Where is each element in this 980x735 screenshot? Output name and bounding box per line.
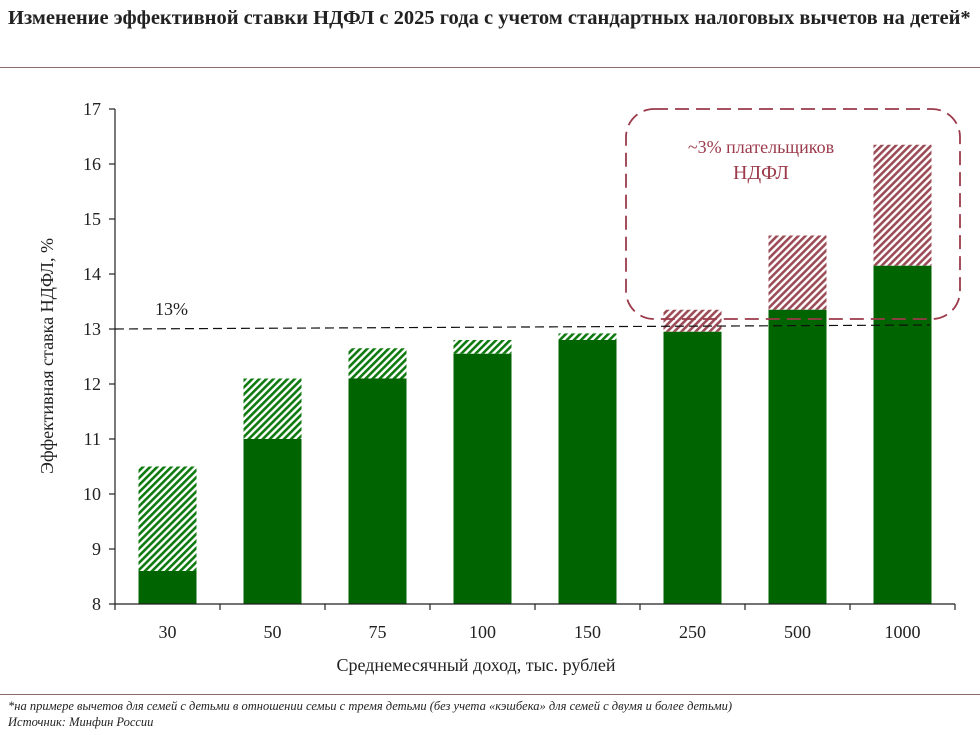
bar-base-30 [138,571,197,604]
x-axis: 30 50 75 100 150 250 500 1000 [114,603,956,642]
bar-increment-75 [348,348,407,379]
y-tick-label-12: 12 [83,374,101,394]
reference-line-13 [114,324,931,330]
x-tick-label-75: 75 [369,622,387,642]
bar-base-150 [558,340,617,604]
bars-group [138,144,932,604]
footer-divider [0,694,980,695]
title-divider [0,67,980,68]
x-tick-label-50: 50 [264,622,282,642]
source-note: Источник: Минфин России [8,715,154,729]
x-tick-label-1000: 1000 [885,622,921,642]
y-tick-label-16: 16 [83,154,101,174]
bar-increment-50 [243,378,302,439]
y-tick-label-10: 10 [83,484,101,504]
x-axis-title: Среднемесячный доход, тыс. рублей [337,655,616,675]
y-tick-label-8: 8 [92,594,101,614]
bar-base-75 [348,378,407,604]
footnote: *на примере вычетов для семей с детьми в… [8,699,733,713]
bar-increment-500 [768,235,827,310]
x-tick-label-30: 30 [159,622,177,642]
x-tick-label-250: 250 [679,622,706,642]
y-tick-label-9: 9 [92,539,101,559]
reference-line-label: 13% [155,299,188,319]
x-tick-label-150: 150 [574,622,601,642]
annotation-text-line1: ~3% плательщиков [688,137,834,157]
y-axis-title: Эффективная ставка НДФЛ, % [37,238,57,474]
y-tick-label-15: 15 [83,209,101,229]
y-tick-label-17: 17 [83,99,101,119]
y-tick-label-11: 11 [84,429,101,449]
bar-increment-100 [453,340,512,354]
annotation-box [625,108,961,320]
page-title: Изменение эффективной ставки НДФЛ с 2025… [8,7,971,29]
bar-increment-1000 [873,144,932,266]
bar-base-1000 [873,265,932,604]
bar-base-50 [243,439,302,604]
bar-increment-150 [558,333,617,340]
bar-increment-250 [663,309,722,332]
annotation-text-line2: НДФЛ [733,162,789,184]
bar-base-250 [663,331,722,604]
y-tick-label-13: 13 [83,319,101,339]
y-tick-label-14: 14 [83,264,101,284]
bar-chart: 8 9 10 11 12 13 14 15 16 17 30 50 75 100 150 250 500 100… [37,99,961,675]
bar-base-500 [768,309,827,604]
y-axis: 8 9 10 11 12 13 14 15 16 17 [83,99,116,614]
bar-base-100 [453,353,512,604]
x-tick-label-100: 100 [469,622,496,642]
x-tick-label-500: 500 [784,622,811,642]
bar-increment-30 [138,466,197,571]
